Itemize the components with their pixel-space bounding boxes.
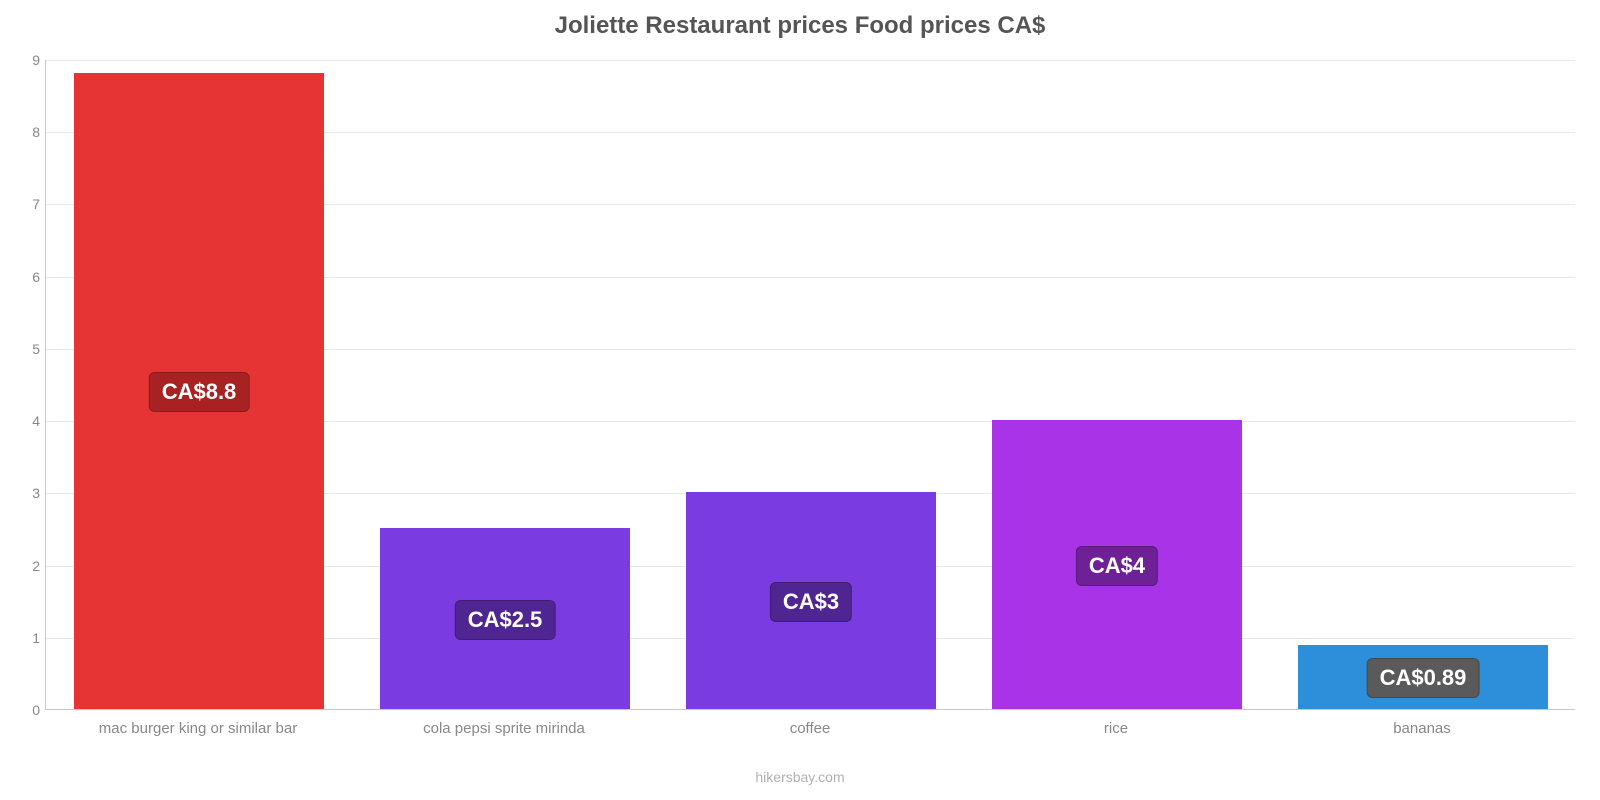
ytick-label: 0 bbox=[10, 702, 40, 718]
bar-value-label: CA$4 bbox=[1076, 546, 1158, 586]
xtick-label: coffee bbox=[790, 720, 831, 737]
ytick-label: 3 bbox=[10, 485, 40, 501]
ytick-label: 7 bbox=[10, 196, 40, 212]
chart-container: Joliette Restaurant prices Food prices C… bbox=[0, 0, 1600, 800]
ytick-label: 5 bbox=[10, 341, 40, 357]
plot-area: CA$8.8 CA$2.5 CA$3 CA$4 CA$0.89 bbox=[45, 60, 1575, 710]
ytick-label: 9 bbox=[10, 52, 40, 68]
ytick-label: 4 bbox=[10, 413, 40, 429]
xtick-label: bananas bbox=[1393, 720, 1451, 737]
ytick-label: 8 bbox=[10, 124, 40, 140]
chart-title: Joliette Restaurant prices Food prices C… bbox=[0, 12, 1600, 40]
ytick-label: 6 bbox=[10, 269, 40, 285]
bar-value-label: CA$8.8 bbox=[149, 372, 250, 412]
bar-value-label: CA$0.89 bbox=[1367, 658, 1480, 698]
attribution-text: hikersbay.com bbox=[0, 769, 1600, 785]
gridline bbox=[46, 60, 1575, 61]
ytick-label: 2 bbox=[10, 558, 40, 574]
xtick-label: rice bbox=[1104, 720, 1128, 737]
bar-value-label: CA$3 bbox=[770, 582, 852, 622]
xtick-label: cola pepsi sprite mirinda bbox=[423, 720, 585, 737]
xtick-label: mac burger king or similar bar bbox=[99, 720, 297, 737]
bar-value-label: CA$2.5 bbox=[455, 600, 556, 640]
ytick-label: 1 bbox=[10, 630, 40, 646]
